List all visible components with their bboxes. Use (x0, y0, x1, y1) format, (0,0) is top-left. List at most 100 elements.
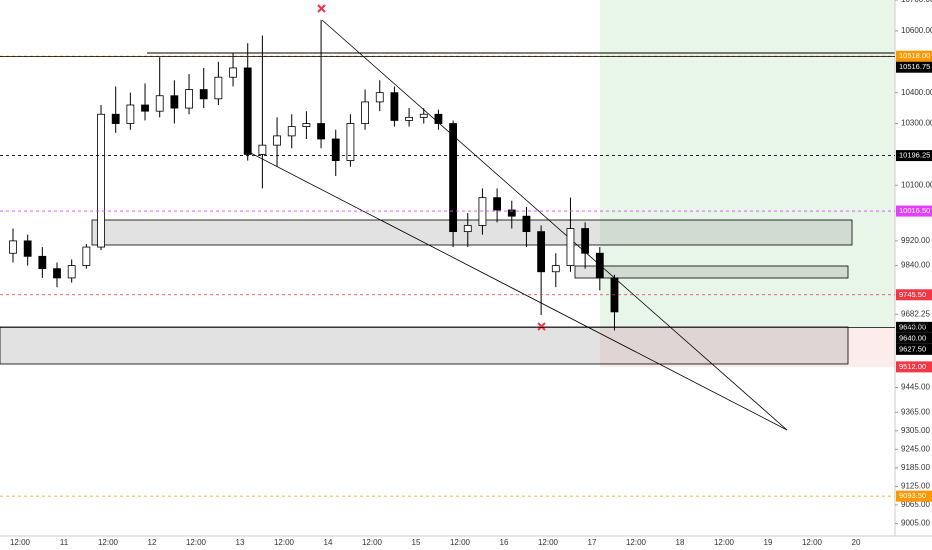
candle-body (38, 255, 47, 270)
candle-body (507, 209, 516, 217)
candle-body (141, 104, 149, 112)
candle-body (317, 123, 325, 140)
candle-body (551, 265, 560, 273)
loss-zone (600, 327, 895, 367)
candle-body (97, 113, 105, 248)
profit-zone (600, 0, 895, 327)
candle-body (23, 240, 32, 257)
price-label-box (896, 332, 932, 344)
y-tick-label: 10600.00 (901, 26, 932, 35)
candle-body (53, 268, 61, 279)
price-label: 9627.50 (899, 344, 926, 353)
x-tick-label: 13 (236, 538, 245, 547)
x-tick-label: 12:00 (538, 538, 559, 547)
x-tick-label: 18 (676, 538, 685, 547)
candle-body (258, 144, 267, 155)
candle-body (493, 197, 502, 211)
x-tick-label: 12:00 (98, 538, 119, 547)
candle-body (361, 101, 369, 124)
x-tick-label: 12 (148, 538, 157, 547)
y-tick-label: 9245.00 (901, 444, 930, 453)
candle-body (331, 138, 340, 161)
price-label-box (896, 61, 932, 73)
price-label: 10518.00 (899, 51, 930, 60)
y-tick-label: 10400.00 (901, 88, 932, 97)
candle-body (287, 126, 296, 137)
price-label: 10016.50 (899, 206, 930, 215)
candle-body (522, 215, 531, 233)
x-tick-label: 20 (852, 538, 861, 547)
candle-body (170, 95, 179, 109)
trend-line (244, 149, 788, 431)
y-tick-label: 9840.00 (901, 261, 930, 270)
y-tick-label: 9125.00 (901, 482, 930, 491)
candle-body (434, 113, 443, 124)
y-tick-label: 9185.00 (901, 463, 930, 472)
price-label-box (896, 321, 932, 333)
candle-body (82, 246, 91, 266)
candle-body (214, 76, 223, 100)
x-tick-label: 12:00 (362, 538, 383, 547)
x-tick-label: 15 (412, 538, 421, 547)
y-tick-label: 10700.00 (901, 0, 932, 4)
y-tick-label: 9682.25 (901, 309, 930, 318)
y-tick-label: 10100.00 (901, 180, 932, 189)
candle-body (126, 104, 135, 124)
price-label: 9640.00 (899, 322, 926, 331)
y-tick-label: 10300.00 (901, 119, 932, 128)
countdown: 52:43 (907, 320, 926, 329)
price-label-box (896, 150, 932, 162)
candle-body (273, 135, 281, 146)
x-tick-label: 12:00 (10, 538, 31, 547)
x-tick-label: 12:00 (450, 538, 471, 547)
price-label-box (896, 205, 932, 217)
price-label: 9745.50 (899, 290, 926, 299)
y-tick-label: 9065.00 (901, 500, 930, 509)
candle-body (566, 228, 575, 266)
candle-body (463, 225, 472, 233)
price-label: 9512.00 (899, 362, 926, 371)
price-label-box (896, 361, 932, 373)
price-label: 9093.50 (899, 491, 926, 500)
candle-body (9, 240, 17, 254)
candle-body (478, 197, 487, 226)
price-label-box (896, 343, 932, 355)
candle-body (111, 113, 120, 124)
candle-body (537, 231, 546, 273)
price-label-box (896, 490, 932, 502)
candle-body (346, 123, 355, 161)
zone-box (91, 219, 853, 246)
candle-body (243, 67, 252, 155)
candle-body (581, 228, 590, 254)
candle-body (405, 116, 413, 121)
x-tick-label: 11 (60, 538, 69, 547)
x-tick-label: 16 (500, 538, 509, 547)
trend-line (321, 19, 788, 431)
candle-body (375, 92, 384, 103)
x-tick-label: 12:00 (626, 538, 647, 547)
price-label-box (896, 289, 932, 301)
price-label: 10516.75 (899, 62, 930, 71)
x-tick-label: 17 (588, 538, 597, 547)
candle-body (229, 67, 237, 78)
candle-body (155, 95, 164, 112)
x-tick-label: 12:00 (802, 538, 823, 547)
x-tick-label: 12:00 (186, 538, 207, 547)
zone-box (0, 326, 849, 365)
candle-body (199, 89, 208, 100)
x-marker (317, 4, 546, 331)
candle-body (390, 92, 399, 121)
candle-body (595, 252, 604, 279)
price-label: 10196.25 (899, 151, 930, 160)
x-tick-label: 14 (324, 538, 333, 547)
price-label-box (896, 50, 932, 62)
candle-body (67, 265, 76, 279)
candle-body (419, 113, 428, 118)
candle-body (185, 89, 193, 109)
y-tick-label: 9305.00 (901, 426, 930, 435)
x-tick-label: 19 (764, 538, 773, 547)
y-tick-label: 9445.00 (901, 383, 930, 392)
candle-body (449, 123, 458, 233)
